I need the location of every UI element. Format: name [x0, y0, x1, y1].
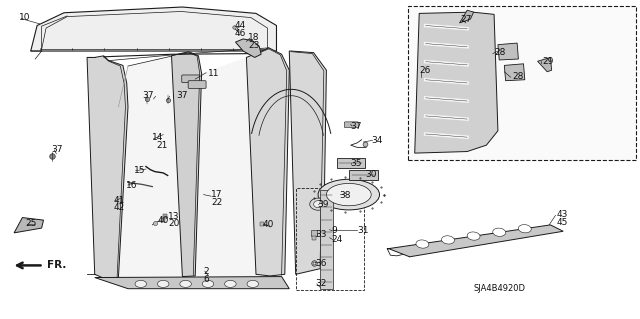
Text: 40: 40 [157, 216, 169, 225]
Polygon shape [289, 51, 326, 274]
Text: 17: 17 [211, 190, 223, 199]
Polygon shape [172, 52, 202, 277]
Ellipse shape [493, 228, 506, 236]
Polygon shape [460, 10, 474, 23]
Text: 9: 9 [332, 226, 337, 235]
Text: 15: 15 [134, 166, 146, 175]
Text: 46: 46 [234, 29, 246, 38]
Text: 13: 13 [168, 212, 180, 221]
Polygon shape [320, 190, 333, 289]
Text: 44: 44 [234, 21, 246, 30]
Polygon shape [498, 43, 518, 60]
Polygon shape [31, 7, 276, 51]
Ellipse shape [310, 198, 326, 210]
Text: 36: 36 [316, 259, 327, 268]
Polygon shape [14, 218, 44, 233]
Polygon shape [118, 53, 195, 278]
Text: 20: 20 [168, 219, 180, 228]
FancyBboxPatch shape [188, 81, 206, 88]
Text: 14: 14 [152, 133, 164, 142]
Ellipse shape [157, 280, 169, 287]
Text: 37: 37 [351, 122, 362, 130]
Text: 32: 32 [316, 279, 327, 288]
Text: FR.: FR. [47, 260, 67, 271]
Text: 43: 43 [557, 210, 568, 219]
Ellipse shape [180, 280, 191, 287]
Text: SJA4B4920D: SJA4B4920D [474, 285, 525, 293]
FancyBboxPatch shape [337, 158, 365, 168]
Circle shape [318, 179, 380, 210]
Text: 41: 41 [114, 196, 125, 205]
Text: 18: 18 [248, 33, 260, 42]
Polygon shape [387, 225, 563, 257]
Bar [296, 188, 364, 290]
Text: 28: 28 [512, 72, 524, 81]
Text: 45: 45 [557, 218, 568, 226]
Text: 38: 38 [339, 191, 351, 200]
Text: 42: 42 [114, 204, 125, 212]
Polygon shape [538, 57, 552, 72]
Text: 27: 27 [461, 15, 472, 24]
Polygon shape [95, 277, 289, 289]
Polygon shape [193, 54, 282, 277]
Text: 34: 34 [371, 136, 383, 145]
Text: 16: 16 [126, 181, 138, 190]
Polygon shape [87, 56, 128, 278]
FancyBboxPatch shape [349, 170, 378, 180]
Circle shape [326, 183, 371, 206]
Text: 24: 24 [332, 235, 343, 244]
Text: 30: 30 [365, 170, 376, 179]
Text: 25: 25 [26, 219, 37, 228]
Ellipse shape [518, 225, 531, 233]
Text: 22: 22 [211, 198, 223, 207]
Polygon shape [246, 48, 289, 276]
Ellipse shape [247, 280, 259, 287]
Text: 40: 40 [262, 220, 274, 229]
Ellipse shape [467, 232, 480, 240]
Text: 28: 28 [494, 48, 506, 57]
Ellipse shape [225, 280, 236, 287]
Bar [408, 6, 636, 160]
Ellipse shape [135, 280, 147, 287]
Text: 2: 2 [204, 267, 209, 276]
Text: 11: 11 [208, 69, 220, 78]
Ellipse shape [314, 201, 323, 208]
FancyBboxPatch shape [182, 75, 200, 83]
Text: 37: 37 [51, 145, 63, 154]
FancyBboxPatch shape [344, 122, 358, 128]
Text: 6: 6 [204, 275, 209, 284]
Text: 33: 33 [316, 230, 327, 239]
Text: 37: 37 [176, 91, 188, 100]
Ellipse shape [202, 280, 214, 287]
Text: 37: 37 [142, 91, 154, 100]
Text: 35: 35 [351, 159, 362, 168]
Text: 21: 21 [156, 141, 168, 150]
Ellipse shape [416, 240, 429, 248]
Polygon shape [504, 64, 525, 81]
Text: 26: 26 [420, 66, 431, 75]
Text: 23: 23 [248, 41, 260, 50]
Text: 39: 39 [317, 200, 328, 209]
Text: 29: 29 [543, 57, 554, 66]
Polygon shape [415, 12, 498, 153]
Polygon shape [236, 39, 261, 57]
Text: 10: 10 [19, 13, 31, 22]
Text: 31: 31 [357, 226, 369, 235]
Ellipse shape [442, 236, 454, 244]
